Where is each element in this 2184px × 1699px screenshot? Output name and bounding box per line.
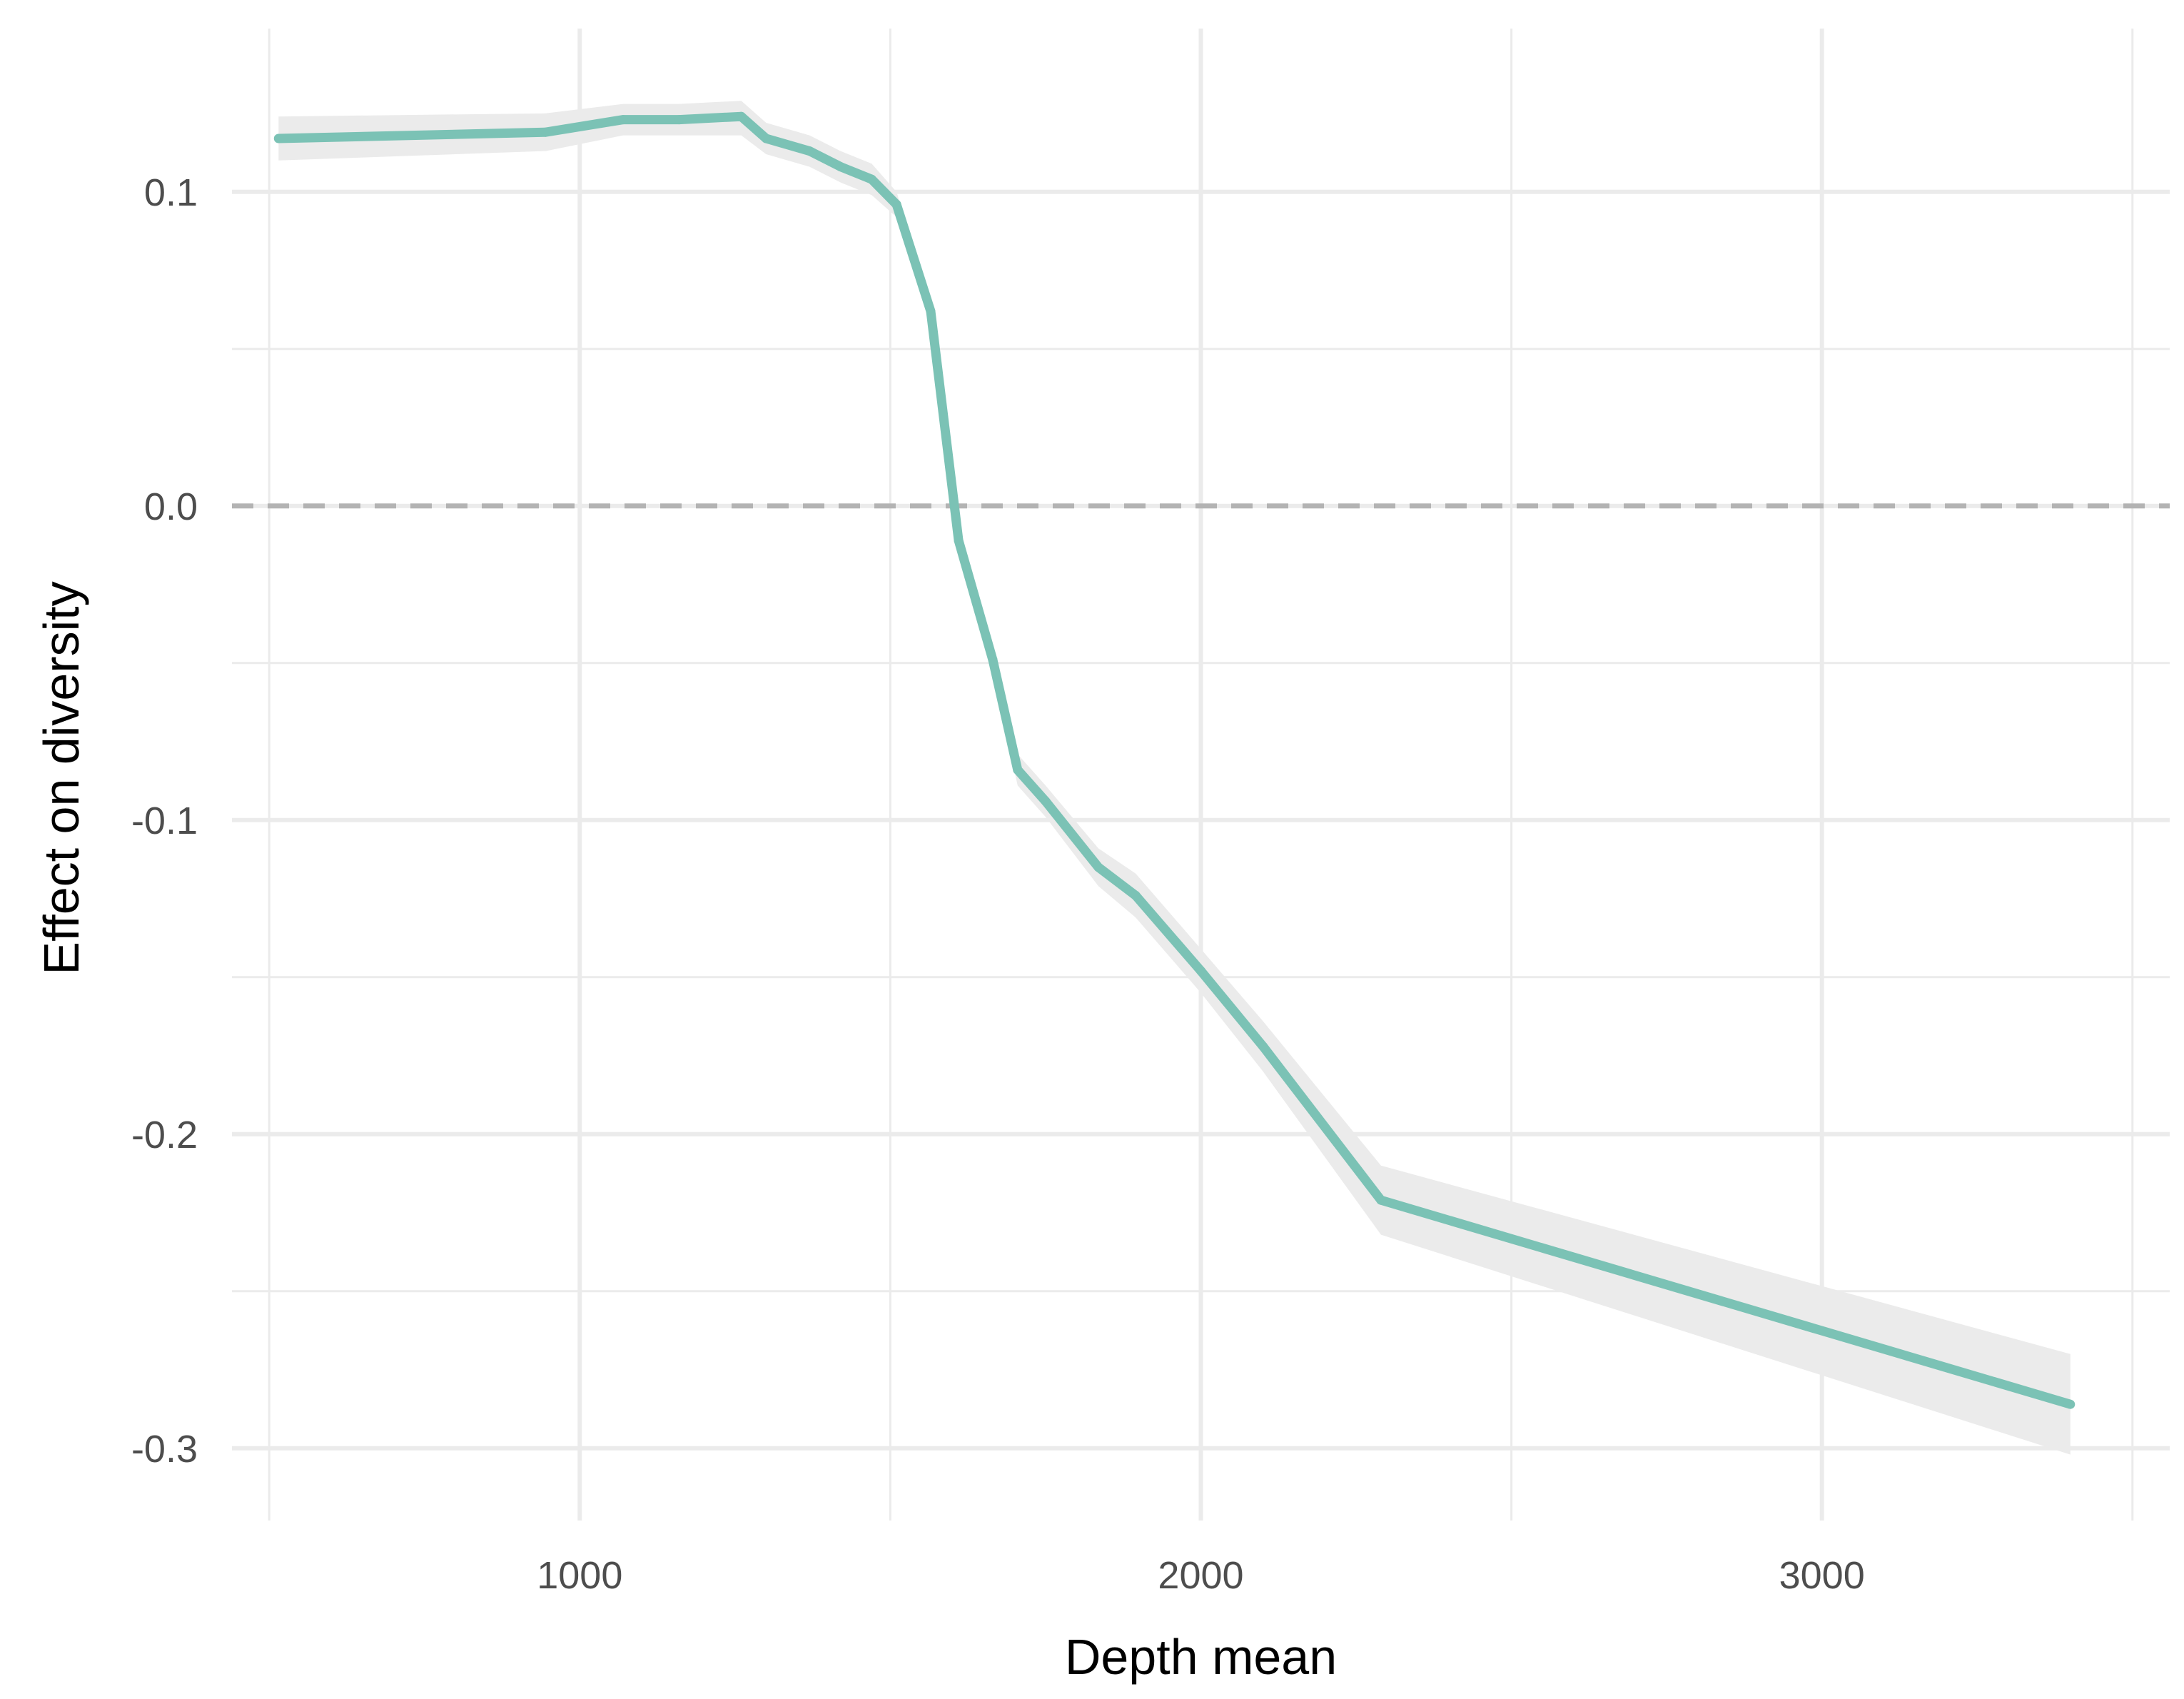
effect-point — [1196, 966, 1205, 976]
effect-point — [836, 162, 846, 172]
x-axis-title: Depth mean — [1065, 1629, 1337, 1685]
y-tick-label: -0.3 — [131, 1428, 198, 1471]
effect-point — [926, 306, 936, 316]
effect-point — [1013, 765, 1023, 775]
effect-point — [988, 655, 998, 665]
effect-point — [1041, 796, 1051, 806]
effect-point — [674, 115, 684, 125]
y-tick-label: -0.1 — [131, 800, 198, 842]
effect-point — [1093, 862, 1103, 872]
x-tick-label: 1000 — [537, 1554, 622, 1597]
y-tick-label: -0.2 — [131, 1114, 198, 1156]
y-axis-title: Effect on diversity — [34, 581, 89, 974]
effect-point — [2066, 1399, 2076, 1409]
effect-point — [737, 111, 747, 121]
x-tick-label: 2000 — [1158, 1554, 1243, 1597]
effect-point — [954, 535, 964, 545]
effect-point — [618, 115, 628, 125]
x-tick-label: 3000 — [1779, 1554, 1865, 1597]
effect-point — [1376, 1195, 1386, 1205]
x-axis-tick-labels: 1000 2000 3000 — [537, 1554, 1865, 1597]
effect-point — [273, 133, 283, 143]
effect-point — [761, 133, 771, 143]
effect-point — [1131, 890, 1141, 900]
y-tick-label: 0.1 — [144, 171, 198, 214]
effect-point — [891, 199, 901, 209]
y-tick-label: 0.0 — [144, 485, 198, 528]
effect-points — [273, 111, 2076, 1409]
effect-point — [866, 174, 876, 184]
confidence-ribbon — [278, 101, 2071, 1455]
effect-point — [540, 127, 550, 137]
effect-point — [1258, 1042, 1268, 1052]
y-axis-tick-labels: 0.1 0.0 -0.1 -0.2 -0.3 — [131, 171, 198, 1471]
effect-point — [804, 146, 814, 156]
major-gridlines — [232, 29, 2170, 1521]
